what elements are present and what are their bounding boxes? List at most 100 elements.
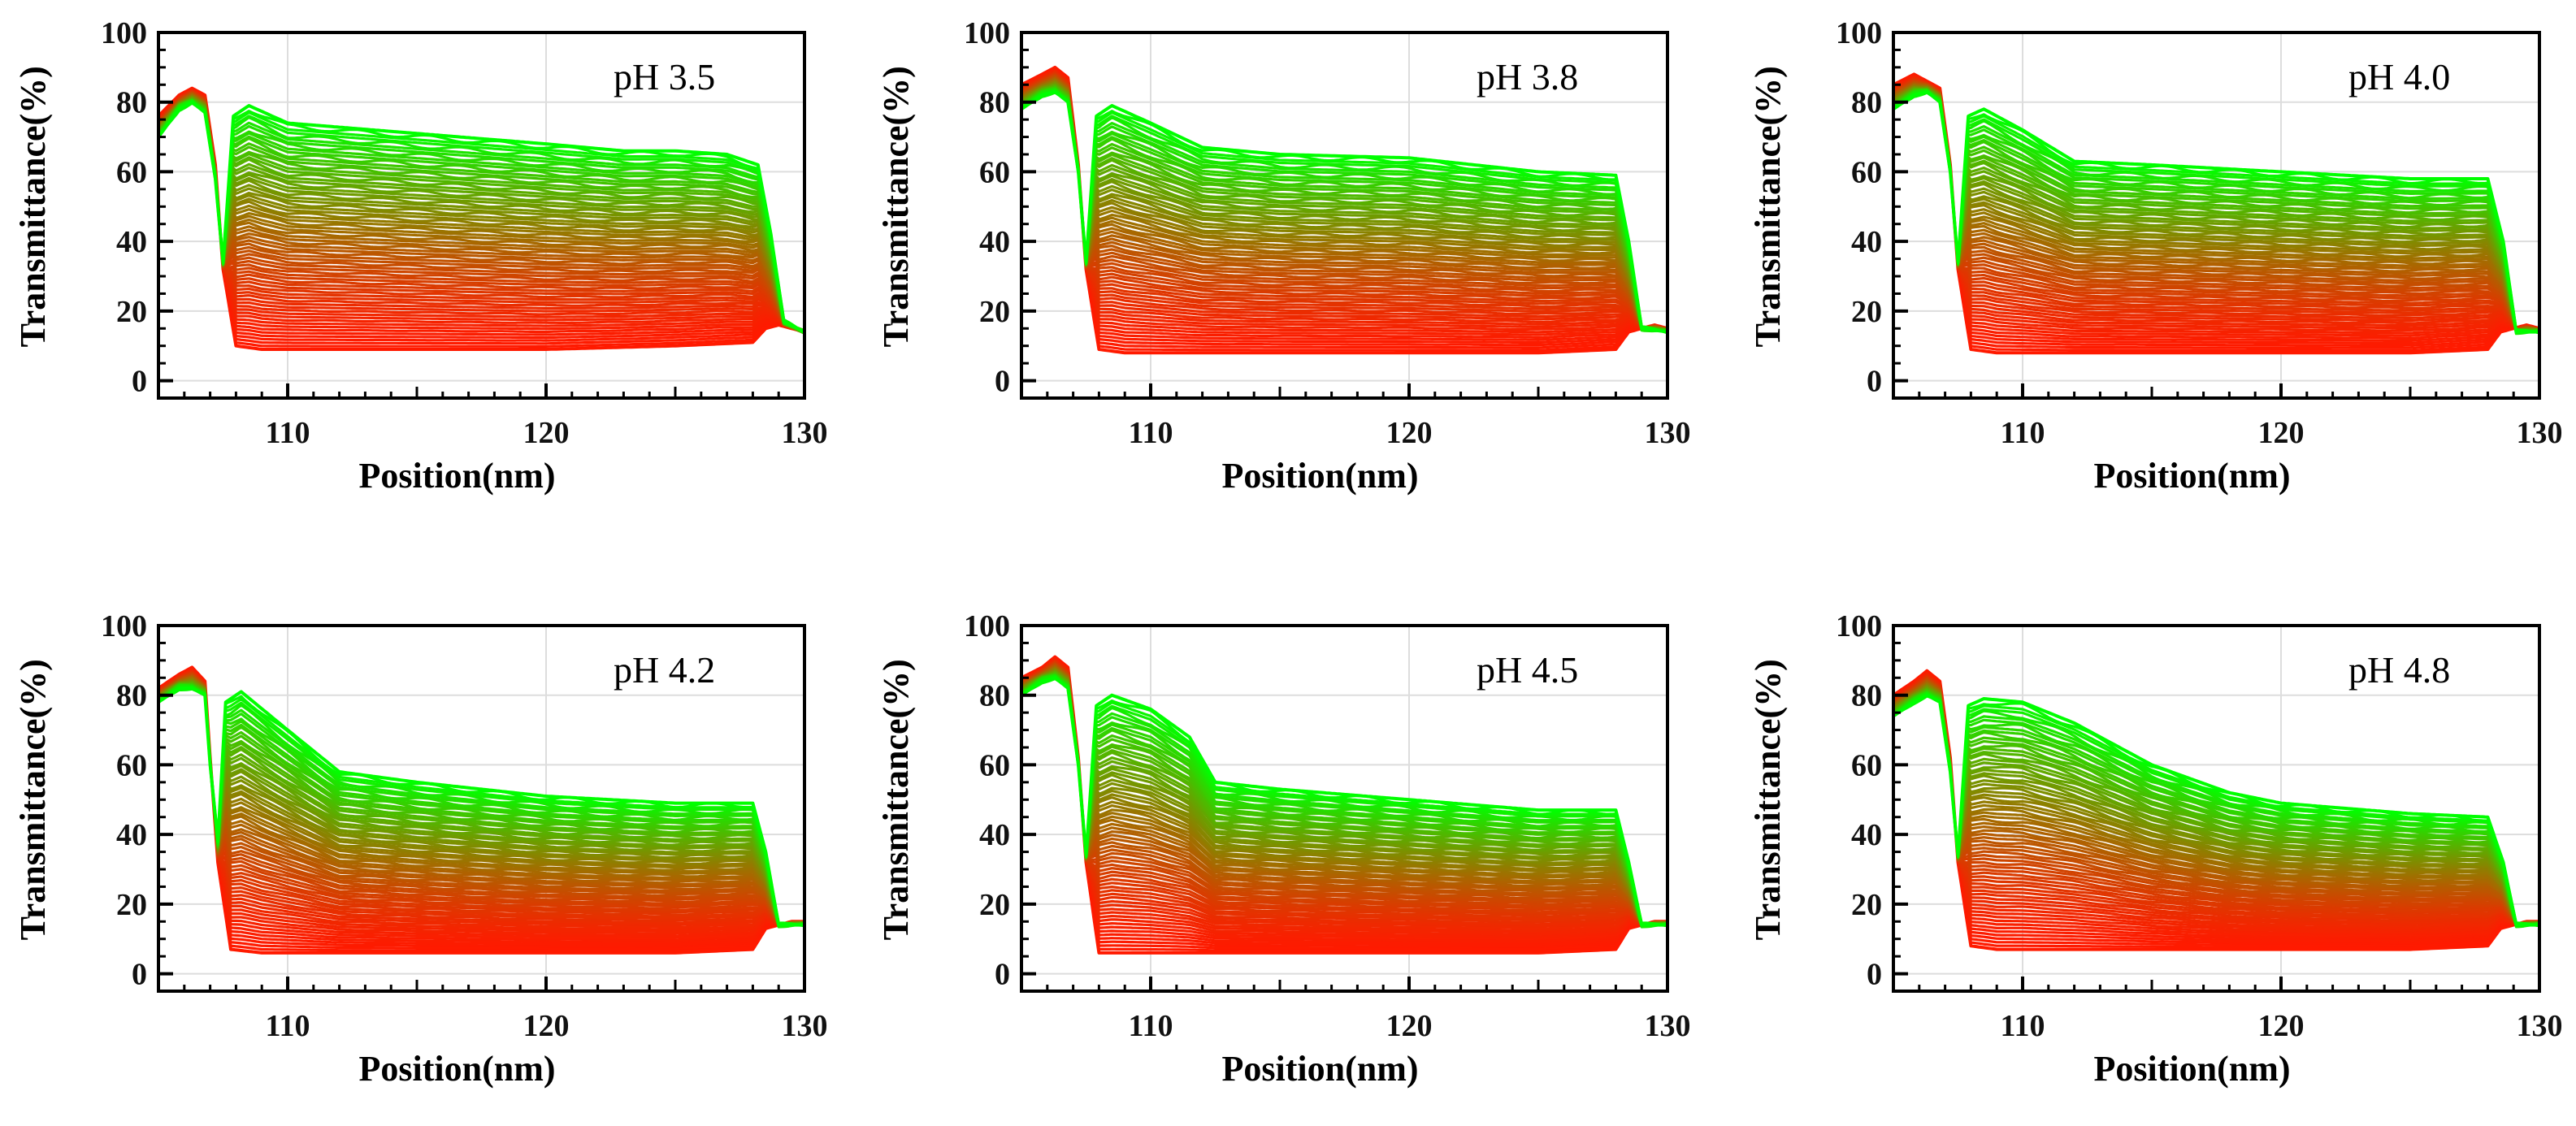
- series-intermediate-line: [1021, 78, 1668, 331]
- series-intermediate-line: [1021, 659, 1668, 927]
- series-intermediate-line: [157, 98, 805, 334]
- series-intermediate-line: [1021, 659, 1668, 930]
- x-tick-label: 110: [266, 416, 310, 450]
- series-intermediate-line: [1893, 76, 2540, 331]
- series-intermediate-line: [158, 678, 804, 927]
- series-intermediate-line: [1893, 89, 2540, 333]
- series-earliest-line: [1021, 655, 1667, 955]
- series-intermediate-line: [157, 682, 805, 929]
- y-tick-label: 80: [1851, 86, 1882, 120]
- y-tick-label: 0: [995, 365, 1010, 399]
- y-tick-label: 40: [116, 818, 147, 852]
- series-earliest-line: [1892, 669, 2539, 951]
- x-tick-label: 120: [1386, 416, 1433, 450]
- series-intermediate-line: [157, 97, 805, 334]
- series-intermediate-line: [158, 673, 805, 926]
- y-tick-label: 80: [116, 86, 147, 120]
- y-tick-label: 20: [979, 295, 1010, 329]
- y-tick-label: 60: [979, 748, 1010, 782]
- series-intermediate-line: [1893, 683, 2539, 926]
- series-intermediate-line: [1021, 656, 1667, 944]
- series-intermediate-line: [1893, 676, 2540, 926]
- series-intermediate-line: [1021, 89, 1668, 333]
- series-intermediate-line: [157, 95, 805, 335]
- series-intermediate-line: [1893, 80, 2540, 332]
- series-intermediate-line: [1021, 86, 1668, 333]
- y-tick-label: 40: [1851, 225, 1882, 259]
- series-intermediate-line: [1021, 667, 1667, 927]
- series-intermediate-line: [1892, 690, 2540, 929]
- series-intermediate-line: [157, 97, 805, 334]
- series-intermediate-line: [1893, 673, 2539, 929]
- series-intermediate-line: [1021, 68, 1668, 331]
- series-intermediate-line: [1021, 662, 1668, 927]
- series-intermediate-line: [157, 99, 805, 334]
- series-intermediate-line: [158, 684, 804, 927]
- panel-title: pH 3.5: [614, 56, 715, 97]
- series-intermediate-line: [158, 666, 804, 948]
- series-intermediate-line: [158, 669, 805, 929]
- series-intermediate-line: [1893, 682, 2539, 926]
- series-intermediate-line: [158, 675, 804, 927]
- series-intermediate-line: [1893, 670, 2539, 943]
- series-intermediate-line: [1021, 84, 1668, 333]
- series-intermediate-line: [158, 686, 804, 927]
- series-intermediate-line: [158, 668, 804, 938]
- series-intermediate-line: [1893, 86, 2540, 333]
- x-tick-label: 130: [2517, 416, 2563, 450]
- series-intermediate-line: [1893, 672, 2540, 933]
- series-intermediate-line: [158, 672, 804, 927]
- series-intermediate-line: [1021, 673, 1667, 927]
- y-tick-label: 0: [995, 958, 1010, 992]
- series-intermediate-line: [157, 94, 805, 334]
- series-intermediate-line: [157, 97, 805, 334]
- series-intermediate-line: [1021, 72, 1668, 331]
- plot-frame: [157, 31, 806, 400]
- x-tick-label: 130: [2517, 1009, 2563, 1043]
- y-axis-label: Transmittance(%): [1748, 66, 1788, 347]
- series-intermediate-line: [1893, 89, 2540, 333]
- series-intermediate-line: [157, 90, 805, 334]
- series-intermediate-line: [158, 669, 804, 927]
- series-intermediate-line: [1893, 678, 2540, 926]
- series-intermediate-line: [1892, 691, 2540, 929]
- x-tick-label: 110: [1129, 1009, 1173, 1043]
- series-latest-line: [1892, 693, 2539, 927]
- series-intermediate-line: [157, 89, 805, 334]
- x-tick-label: 120: [523, 416, 570, 450]
- series-intermediate-line: [1021, 666, 1667, 927]
- series-intermediate-line: [158, 669, 805, 927]
- series-intermediate-line: [157, 90, 805, 334]
- series-intermediate-line: [1893, 671, 2539, 942]
- series-intermediate-line: [1892, 88, 2540, 335]
- series-intermediate-line: [1893, 74, 2540, 342]
- series-intermediate-line: [1021, 659, 1667, 928]
- series-intermediate-line: [1893, 669, 2539, 949]
- series-intermediate-line: [157, 93, 805, 334]
- plot-frame: [1892, 624, 2541, 993]
- series-intermediate-line: [1021, 84, 1668, 333]
- series-intermediate-line: [158, 679, 804, 927]
- series-intermediate-line: [157, 89, 805, 334]
- series-intermediate-line: [1021, 658, 1667, 934]
- x-tick-label: 120: [2258, 416, 2305, 450]
- series-intermediate-line: [158, 678, 805, 927]
- series-intermediate-line: [157, 92, 805, 334]
- series-intermediate-line: [157, 88, 805, 334]
- series-intermediate-line: [1021, 89, 1668, 333]
- series-intermediate-line: [1021, 669, 1667, 927]
- series-intermediate-line: [1893, 673, 2539, 926]
- series-intermediate-line: [158, 666, 804, 951]
- series-intermediate-line: [157, 92, 805, 335]
- series-earliest-line: [1893, 72, 2540, 355]
- series-intermediate-line: [1893, 81, 2540, 331]
- series-intermediate-line: [1893, 684, 2539, 927]
- series-intermediate-line: [1021, 76, 1668, 331]
- series-intermediate-line: [1021, 69, 1668, 331]
- series-intermediate-line: [1893, 673, 2540, 928]
- series-intermediate-line: [158, 670, 804, 927]
- series-intermediate-line: [157, 99, 805, 334]
- series-intermediate-line: [157, 92, 805, 334]
- plot-frame: [157, 624, 806, 993]
- x-tick-label: 130: [1645, 1009, 1691, 1043]
